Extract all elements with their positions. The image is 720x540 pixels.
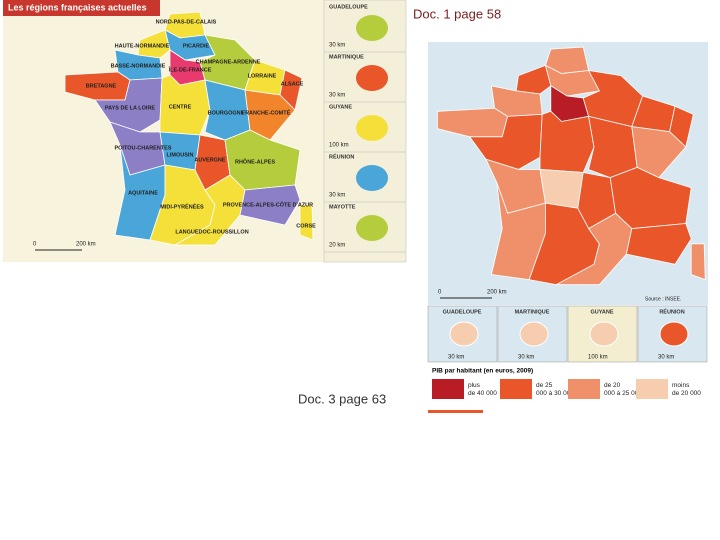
scale-end: 200 km bbox=[487, 290, 507, 296]
legend-line: 000 à 30 000 bbox=[536, 390, 574, 397]
map1-title-bar bbox=[3, 0, 160, 16]
region-label: CORSE bbox=[296, 223, 316, 229]
map1-title: Les régions françaises actuelles bbox=[8, 2, 147, 12]
map1-inset-list: GUADELOUPE 30 km MARTINIQUE 30 km GUYANE 100 … bbox=[324, 4, 406, 253]
region bbox=[690, 243, 706, 281]
inset-shape bbox=[356, 215, 388, 241]
legend-line: de 20 bbox=[604, 382, 621, 389]
map2-regions bbox=[436, 46, 706, 286]
region-label: ALSACE bbox=[281, 81, 304, 87]
inset-shape bbox=[589, 321, 619, 347]
region-label: PICARDIE bbox=[183, 43, 210, 49]
region-label: AQUITAINE bbox=[128, 190, 158, 196]
inset-scale: 30 km bbox=[448, 355, 464, 361]
region bbox=[137, 29, 171, 59]
legend-label: de 25 000 à 30 000 bbox=[536, 382, 574, 397]
region-label: MIDI-PYRÉNÉES bbox=[160, 202, 204, 210]
inset-scale: 30 km bbox=[329, 43, 345, 49]
region-label: PROVENCE-ALPES-CÔTE D'AZUR bbox=[223, 200, 313, 208]
inset-scale: 30 km bbox=[329, 93, 345, 99]
inset-scale: 100 km bbox=[588, 355, 608, 361]
region-label: PAYS DE LA LOIRE bbox=[105, 105, 156, 111]
region-label: LIMOUSIN bbox=[167, 152, 194, 158]
region-label: BASSE-NORMANDIE bbox=[111, 63, 166, 69]
inset-scale: 20 km bbox=[329, 243, 345, 249]
legend-line: de 25 bbox=[536, 382, 553, 389]
inset-name: RÉUNION bbox=[659, 307, 684, 315]
legend-swatch bbox=[568, 379, 600, 399]
inset-shape bbox=[356, 15, 388, 41]
scale-start: 0 bbox=[438, 290, 442, 296]
legend-swatch bbox=[432, 379, 464, 399]
inset-shape bbox=[449, 321, 479, 347]
caption: Doc. 3 page 63 bbox=[298, 391, 386, 406]
inset-shape bbox=[519, 321, 549, 347]
inset-name: GUADELOUPE bbox=[443, 309, 482, 315]
scale-start: 0 bbox=[33, 242, 37, 248]
region-label: AUVERGNE bbox=[194, 157, 226, 163]
inset-shape bbox=[659, 321, 689, 347]
legend-line: moins bbox=[672, 382, 690, 389]
inset-name: MARTINIQUE bbox=[329, 54, 364, 60]
map2-inset-list: GUADELOUPE 30 km MARTINIQUE 30 km GUYANE 100 … bbox=[427, 305, 708, 363]
region-label: BOURGOGNE bbox=[208, 110, 245, 116]
legend-swatch bbox=[500, 379, 532, 399]
legend-label: moins de 20 000 bbox=[672, 382, 701, 397]
legend-line: de 40 000 bbox=[468, 390, 497, 397]
region-label: LORRAINE bbox=[248, 73, 277, 79]
legend-line: 000 à 25 000 bbox=[604, 390, 642, 397]
inset-scale: 30 km bbox=[329, 193, 345, 199]
region-label: FRANCHE-COMTÉ bbox=[242, 108, 291, 116]
bottom-rule bbox=[428, 410, 483, 413]
region-label: CHAMPAGNE-ARDENNE bbox=[196, 59, 261, 65]
region-label: ÎLE-DE-FRANCE bbox=[168, 65, 212, 73]
region bbox=[244, 89, 296, 141]
inset-name: GUADELOUPE bbox=[329, 4, 368, 10]
inset-shape bbox=[356, 65, 388, 91]
legend-line: de 20 000 bbox=[672, 390, 701, 397]
region bbox=[539, 110, 595, 173]
map1-regions: NORD-PAS-DE-CALAIS PICARDIE HAUTE-NORMANDI… bbox=[64, 11, 316, 246]
inset-scale: 30 km bbox=[518, 355, 534, 361]
caption: Doc. 1 page 58 bbox=[413, 6, 501, 21]
legend-title: PIB par habitant (en euros, 2009) bbox=[432, 368, 533, 375]
region-label: BRETAGNE bbox=[86, 83, 117, 89]
legend-label: plus de 40 000 bbox=[468, 382, 497, 397]
inset-name: GUYANE bbox=[329, 104, 352, 110]
inset-name: MARTINIQUE bbox=[515, 309, 550, 315]
scale-end: 200 km bbox=[76, 242, 96, 248]
region bbox=[299, 204, 314, 241]
region bbox=[625, 223, 692, 265]
inset-name: RÉUNION bbox=[329, 152, 354, 160]
inset-scale: 30 km bbox=[658, 355, 674, 361]
legend-swatch bbox=[636, 379, 668, 399]
region bbox=[173, 174, 246, 246]
source: Source : INSEE. bbox=[645, 296, 681, 302]
inset-scale: 100 km bbox=[329, 143, 349, 149]
legend-line: plus bbox=[468, 382, 481, 389]
region-label: NORD-PAS-DE-CALAIS bbox=[156, 19, 217, 25]
region bbox=[631, 126, 687, 179]
inset-shape bbox=[356, 115, 388, 141]
region-label: POITOU-CHARENTES bbox=[114, 145, 171, 151]
region bbox=[556, 212, 633, 286]
region-label: LANGUEDOC-ROUSSILLON bbox=[175, 229, 248, 235]
region bbox=[239, 184, 301, 226]
region-label: RHÔNE-ALPES bbox=[235, 157, 275, 165]
legend-label: de 20 000 à 25 000 bbox=[604, 382, 642, 397]
inset-name: GUYANE bbox=[590, 309, 613, 315]
region-label: CENTRE bbox=[169, 104, 192, 110]
region bbox=[515, 64, 552, 95]
region bbox=[539, 169, 584, 209]
region-label: HAUTE-NORMANDIE bbox=[115, 43, 170, 49]
inset-shape bbox=[356, 165, 388, 191]
inset-name: MAYOTTE bbox=[329, 204, 356, 210]
